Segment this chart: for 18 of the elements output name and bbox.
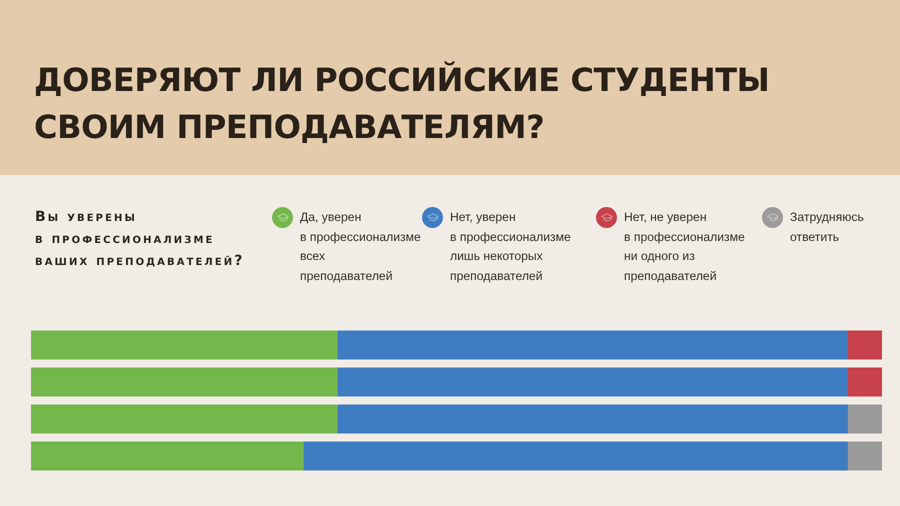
legend-label: Нет, уверен в профессионализме лишь некоторых преподавателей: [450, 209, 572, 284]
bar: [303, 442, 848, 470]
bar: [337, 404, 848, 434]
bar: [31, 368, 338, 396]
bar: [848, 330, 882, 360]
legend-label: Нет, не уверен в профессионализме ни одного из преподавателей: [624, 209, 746, 284]
bar: [31, 404, 338, 434]
bar: [31, 330, 338, 360]
bar: [848, 404, 882, 434]
bar: [337, 330, 848, 360]
legend-label: Затрудняюсь ответить: [790, 209, 865, 246]
chart-title: ДОВЕРЯЮТ ЛИ РОССИЙСКИЕ СТУДЕНТЫ СВОИМ ПРЕПОДАВАТЕЛЯМ?: [34, 60, 770, 148]
bar: [337, 368, 848, 396]
bar: [31, 442, 304, 470]
bar: [848, 368, 882, 396]
chart-subtitle: Вы уверены в профессионализме ваших преподавателей?: [35, 208, 246, 271]
bar: [848, 442, 882, 470]
legend-label: Да, уверен в профессионализме всех преподавателей: [300, 209, 421, 284]
